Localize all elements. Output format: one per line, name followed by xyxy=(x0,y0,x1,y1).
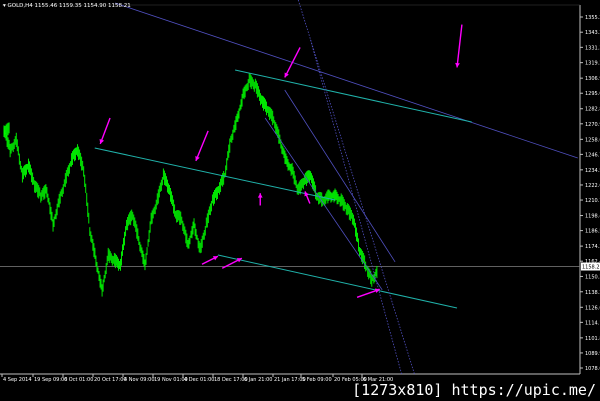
y-tick-label: 1355.25 xyxy=(585,15,600,21)
x-tick-label: 5 Feb 09:00 xyxy=(302,377,332,383)
arrow-head-icon xyxy=(284,72,289,78)
x-tick-label: 6 Jan 21:00 xyxy=(244,377,272,383)
current-price-label: 1158.21 xyxy=(582,264,600,270)
arrow-icon xyxy=(195,130,209,162)
arrow-icon xyxy=(99,117,111,145)
x-tick-label: 6 Mar 21:00 xyxy=(363,377,393,383)
arrow-head-icon xyxy=(99,138,105,144)
symbol-label: GOLD,H4 xyxy=(7,3,33,9)
trend-line xyxy=(94,147,336,201)
arrow-head-icon xyxy=(195,155,200,161)
x-tick-label: 18 Dec 17:00 xyxy=(214,377,248,383)
trend-line xyxy=(234,69,472,123)
x-tick-label: 19 Sep 09:00 xyxy=(34,377,67,383)
y-tick-label: 1126.00 xyxy=(585,305,600,311)
y-tick-label: 1246.75 xyxy=(585,152,600,158)
y-tick-label: 1101.85 xyxy=(585,336,600,342)
arrow-icon xyxy=(284,47,301,78)
close-value: 1158.21 xyxy=(108,3,131,9)
y-tick-label: 1174.30 xyxy=(585,244,600,250)
header-arrow-icon: ▾ xyxy=(3,3,6,9)
arrow-icon xyxy=(456,24,463,68)
y-tick-label: 1331.30 xyxy=(585,45,600,51)
trend-line xyxy=(284,89,396,263)
arrow-head-icon xyxy=(455,62,460,68)
x-tick-label: 21 Jan 17:00 xyxy=(274,377,306,383)
y-tick-label: 1198.45 xyxy=(585,214,600,220)
arrow-head-icon xyxy=(212,256,218,261)
y-tick-label: 1089.95 xyxy=(585,351,600,357)
trend-line xyxy=(264,117,383,291)
y-tick-label: 1282.80 xyxy=(585,107,600,113)
trend-line xyxy=(297,0,416,376)
y-tick-label: 1295.05 xyxy=(585,91,600,97)
open-value: 1155.46 xyxy=(34,3,58,9)
arrow-head-icon xyxy=(236,258,242,263)
y-tick-label: 1114.10 xyxy=(585,320,600,326)
y-tick-label: 1234.55 xyxy=(585,168,600,174)
trend-line xyxy=(217,254,458,309)
y-tick-label: 1138.25 xyxy=(585,290,600,296)
x-tick-label: 4 Dec 01:00 xyxy=(184,377,214,383)
y-tick-label: 1162.40 xyxy=(585,259,600,265)
chart-header: ▾ GOLD,H4 1155.46 1159.35 1154.90 1158.2… xyxy=(3,3,131,9)
watermark: [1273x810] https://upic.me/ xyxy=(352,381,596,399)
trend-line xyxy=(310,39,403,376)
y-tick-label: 1222.60 xyxy=(585,183,600,189)
trend-line xyxy=(114,2,578,159)
y-tick-label: 1306.95 xyxy=(585,76,600,82)
x-tick-label: 20 Feb 05:00 xyxy=(334,377,367,383)
y-tick-label: 1258.65 xyxy=(585,137,600,143)
x-tick-label: 19 Nov 01:00 xyxy=(154,377,188,383)
low-value: 1154.90 xyxy=(83,3,107,9)
arrow-head-icon xyxy=(374,288,380,294)
arrow-head-icon xyxy=(257,193,263,198)
y-tick-label: 1319.20 xyxy=(585,61,600,67)
y-tick-label: 1210.70 xyxy=(585,198,600,204)
x-tick-label: 20 Oct 17:00 xyxy=(94,377,127,383)
x-tick-label: 4 Sep 2014 xyxy=(3,377,32,383)
arrow-head-icon xyxy=(304,191,309,197)
y-tick-label: 1186.55 xyxy=(585,229,600,235)
y-tick-label: 1150.35 xyxy=(585,274,600,280)
current-price-badge xyxy=(581,262,600,271)
x-tick-label: 4 Nov 09:00 xyxy=(124,377,155,383)
y-tick-label: 1078.05 xyxy=(585,366,600,372)
y-tick-label: 1270.90 xyxy=(585,122,600,128)
high-value: 1159.35 xyxy=(59,3,82,9)
x-tick-label: 6 Oct 01:00 xyxy=(64,377,93,383)
y-tick-label: 1343.25 xyxy=(585,30,600,36)
